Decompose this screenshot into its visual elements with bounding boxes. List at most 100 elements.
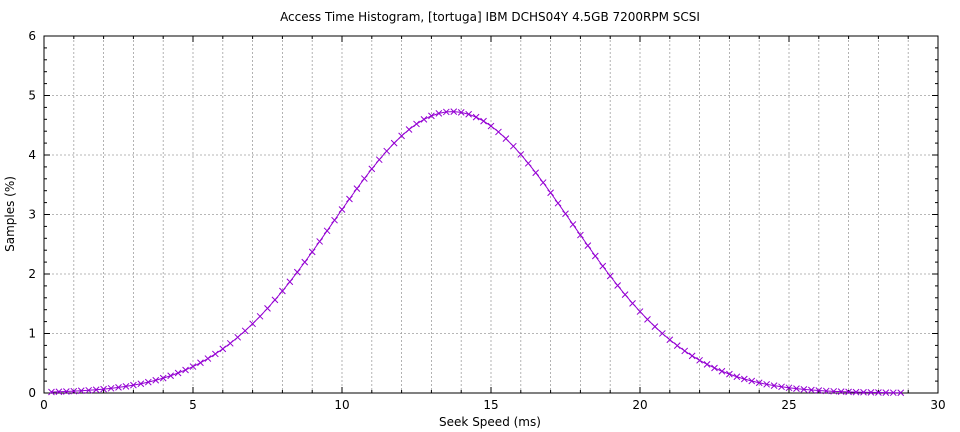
data-point xyxy=(517,151,525,158)
data-point xyxy=(562,210,569,218)
data-point xyxy=(875,389,882,396)
grid xyxy=(44,36,938,393)
data-point xyxy=(360,175,368,182)
data-point xyxy=(338,206,346,213)
x-tick-label: 15 xyxy=(483,398,498,412)
x-tick-label: 0 xyxy=(40,398,48,412)
data-point xyxy=(480,117,487,125)
data-point xyxy=(115,384,122,391)
data-point xyxy=(554,199,562,207)
data-point xyxy=(457,109,465,116)
data-point xyxy=(159,374,167,382)
data-point xyxy=(547,189,554,197)
data-point xyxy=(55,388,63,396)
data-point xyxy=(48,388,55,396)
data-point xyxy=(256,312,264,320)
y-tick-label: 2 xyxy=(28,267,36,281)
data-point xyxy=(807,386,815,394)
data-point xyxy=(621,291,629,298)
data-point xyxy=(189,363,197,370)
y-tick-label: 0 xyxy=(28,386,36,400)
data-point xyxy=(465,110,473,118)
data-point xyxy=(204,355,212,362)
data-point xyxy=(778,383,785,391)
data-point xyxy=(793,385,800,392)
data-point xyxy=(569,221,577,228)
data-point xyxy=(733,373,741,381)
chart-title: Access Time Histogram, [tortuga] IBM DCH… xyxy=(280,10,700,24)
data-point xyxy=(673,342,681,349)
data-point xyxy=(353,185,361,192)
x-axis-label: Seek Speed (ms) xyxy=(439,415,541,429)
data-point xyxy=(450,108,458,115)
data-point xyxy=(577,231,584,239)
data-point xyxy=(755,379,763,387)
data-point xyxy=(301,258,309,266)
data-point xyxy=(867,389,875,396)
data-point xyxy=(830,387,838,395)
data-point xyxy=(703,360,711,368)
axis-ticks xyxy=(43,35,939,394)
data-point xyxy=(279,287,286,295)
data-point xyxy=(167,372,175,380)
data-point xyxy=(591,252,599,260)
data-point xyxy=(636,308,644,315)
data-point xyxy=(800,386,808,393)
data-point xyxy=(62,388,70,395)
data-point xyxy=(688,352,696,360)
data-point xyxy=(763,380,771,388)
data-point xyxy=(293,268,301,276)
data-point xyxy=(92,386,100,394)
data-point xyxy=(234,333,242,341)
data-point xyxy=(711,364,718,372)
data-point xyxy=(770,382,778,390)
y-tick-label: 5 xyxy=(28,89,36,103)
x-tick-label: 30 xyxy=(930,398,945,412)
data-point xyxy=(502,135,510,143)
data-point xyxy=(130,381,137,389)
y-axis-label: Samples (%) xyxy=(3,176,17,252)
data-point xyxy=(211,350,219,358)
data-point xyxy=(889,389,897,397)
data-point xyxy=(226,339,234,347)
data-point xyxy=(375,156,383,164)
data-point xyxy=(107,384,115,392)
data-point xyxy=(331,216,338,224)
series-line xyxy=(51,111,901,394)
data-point xyxy=(368,165,376,173)
data-point xyxy=(137,380,145,388)
data-point xyxy=(405,126,413,133)
x-tick-label: 5 xyxy=(189,398,197,412)
y-tick-label: 3 xyxy=(28,208,36,222)
data-point xyxy=(241,327,249,335)
data-point xyxy=(837,388,845,395)
data-point xyxy=(509,142,517,150)
data-point xyxy=(264,304,271,312)
data-point xyxy=(152,376,160,384)
y-tick-label: 6 xyxy=(28,29,36,43)
x-tick-label: 10 xyxy=(334,398,349,412)
data-point xyxy=(658,330,666,337)
data-point xyxy=(644,316,651,323)
data-point xyxy=(316,238,324,245)
data-point xyxy=(346,195,353,203)
data-point xyxy=(845,388,852,396)
data-point xyxy=(435,109,443,117)
y-tick-label: 4 xyxy=(28,148,36,162)
data-point xyxy=(599,262,607,270)
data-point xyxy=(308,248,316,256)
data-point xyxy=(882,389,890,396)
x-tick-label: 25 xyxy=(781,398,796,412)
data-point xyxy=(539,179,547,186)
data-point xyxy=(785,384,793,392)
data-point xyxy=(77,387,85,395)
data-point xyxy=(271,296,279,304)
y-tick-label: 1 xyxy=(28,327,36,341)
data-point xyxy=(584,242,592,249)
data-point xyxy=(420,116,428,123)
data-point xyxy=(174,369,182,377)
data-point xyxy=(442,108,450,116)
data-point xyxy=(726,370,733,378)
data-point xyxy=(822,387,830,395)
series-access-time xyxy=(48,108,905,397)
